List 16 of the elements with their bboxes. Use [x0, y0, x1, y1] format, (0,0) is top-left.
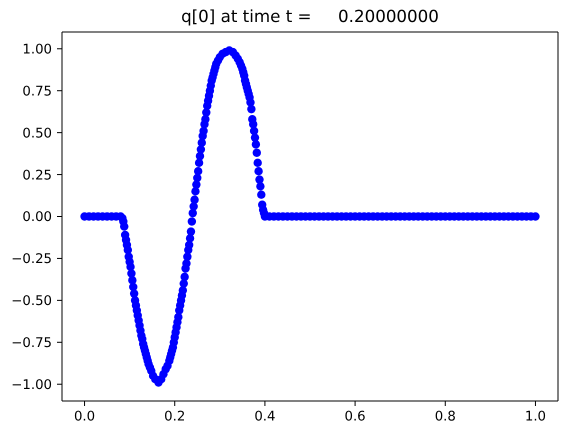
y-tick-label: 0.50 — [22, 126, 52, 142]
y-tick-label: −0.25 — [11, 252, 52, 268]
y-tick-label: −0.50 — [11, 294, 52, 310]
y-tick-label: 0.75 — [22, 84, 52, 100]
x-tick-label: 0.8 — [434, 409, 456, 424]
y-tick-label: 1.00 — [22, 42, 52, 58]
x-tick-label: 0.0 — [74, 409, 96, 424]
x-tick-label: 0.4 — [254, 409, 276, 424]
x-tick-label: 0.6 — [344, 409, 366, 424]
y-tick-label: −1.00 — [11, 378, 52, 393]
x-tick-label: 0.2 — [164, 409, 186, 424]
y-tick-label: 0.00 — [22, 210, 52, 226]
x-tick-label: 1.0 — [524, 409, 546, 424]
chart-title: q[0] at time t = 0.20000000 — [180, 6, 440, 26]
y-tick-label: 0.25 — [22, 168, 52, 184]
y-tick-label: −0.75 — [11, 336, 52, 352]
